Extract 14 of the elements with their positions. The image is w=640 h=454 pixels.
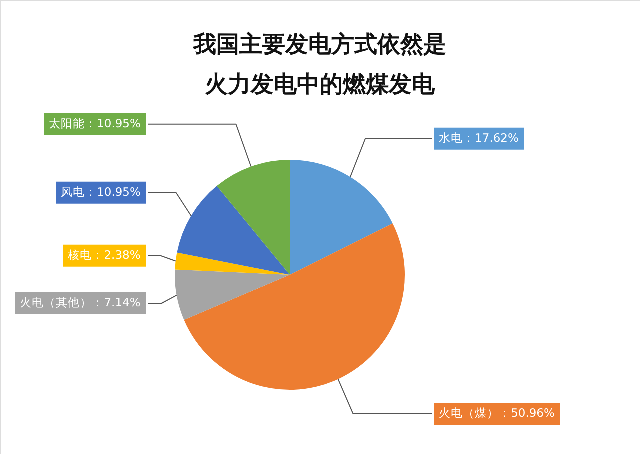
slice-label: 核电：2.38% xyxy=(67,248,141,262)
pie-slice xyxy=(175,252,290,275)
pie-slice xyxy=(290,160,393,275)
pie-slice xyxy=(177,186,290,275)
pie-slice xyxy=(184,224,405,390)
text: 我国主要发电方式依然是 xyxy=(194,32,446,58)
text: 火力发电中的燃煤发电 xyxy=(205,72,435,98)
slice-label: 太阳能：10.95% xyxy=(49,116,141,130)
pie-slice xyxy=(216,160,290,275)
slice-label: 火电（煤）：50.96% xyxy=(439,406,555,420)
slice-label: 水电：17.62% xyxy=(439,130,519,145)
slice-label: 火电（其他）：7.14% xyxy=(20,296,141,310)
slice-label: 风电：10.95% xyxy=(61,184,141,199)
pie-slice xyxy=(175,270,290,320)
